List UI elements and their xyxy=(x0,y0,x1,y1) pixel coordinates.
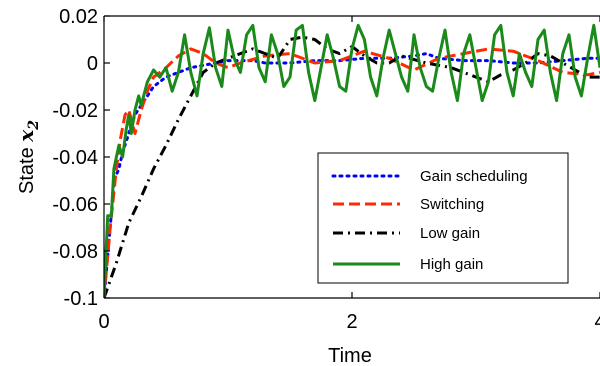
y-tick-label-4: -0.02 xyxy=(52,100,98,122)
series-layer xyxy=(104,23,600,298)
y-tick-label-3: -0.04 xyxy=(52,147,98,169)
x-tick-label-1: 2 xyxy=(346,311,357,333)
legend-label-3: High gain xyxy=(420,256,483,273)
x-tick-label-2: 4 xyxy=(594,311,600,333)
series-line-1 xyxy=(104,47,600,298)
y-tick-label-0: -0.1 xyxy=(64,288,98,310)
svg-text:State x2: State x2 xyxy=(14,120,42,194)
series-line-3 xyxy=(104,23,600,298)
y-axis-label-prefix: State xyxy=(16,142,38,194)
legend-label-2: Low gain xyxy=(420,225,480,242)
series-line-2 xyxy=(104,35,600,298)
x-tick-label-0: 0 xyxy=(98,311,109,333)
y-axis-label-subscript: 2 xyxy=(26,120,42,131)
tick-labels: -0.1 -0.08 -0.06 -0.04 -0.02 0 0.02 0 2 4 xyxy=(52,6,600,333)
y-tick-label-1: -0.08 xyxy=(52,241,98,263)
y-tick-label-6: 0.02 xyxy=(59,6,98,28)
y-axis-label-variable: x xyxy=(14,129,38,143)
legend: Gain scheduling Switching Low gain High gai… xyxy=(317,152,569,284)
y-tick-label-5: 0 xyxy=(87,53,98,75)
legend-label-1: Switching xyxy=(420,196,484,213)
axes xyxy=(103,15,600,299)
x-axis-label: Time xyxy=(328,345,372,366)
legend-label-0: Gain scheduling xyxy=(420,168,528,185)
y-axis-label: State x2 xyxy=(14,120,42,194)
y-tick-label-2: -0.06 xyxy=(52,194,98,216)
legend-box xyxy=(317,152,569,284)
